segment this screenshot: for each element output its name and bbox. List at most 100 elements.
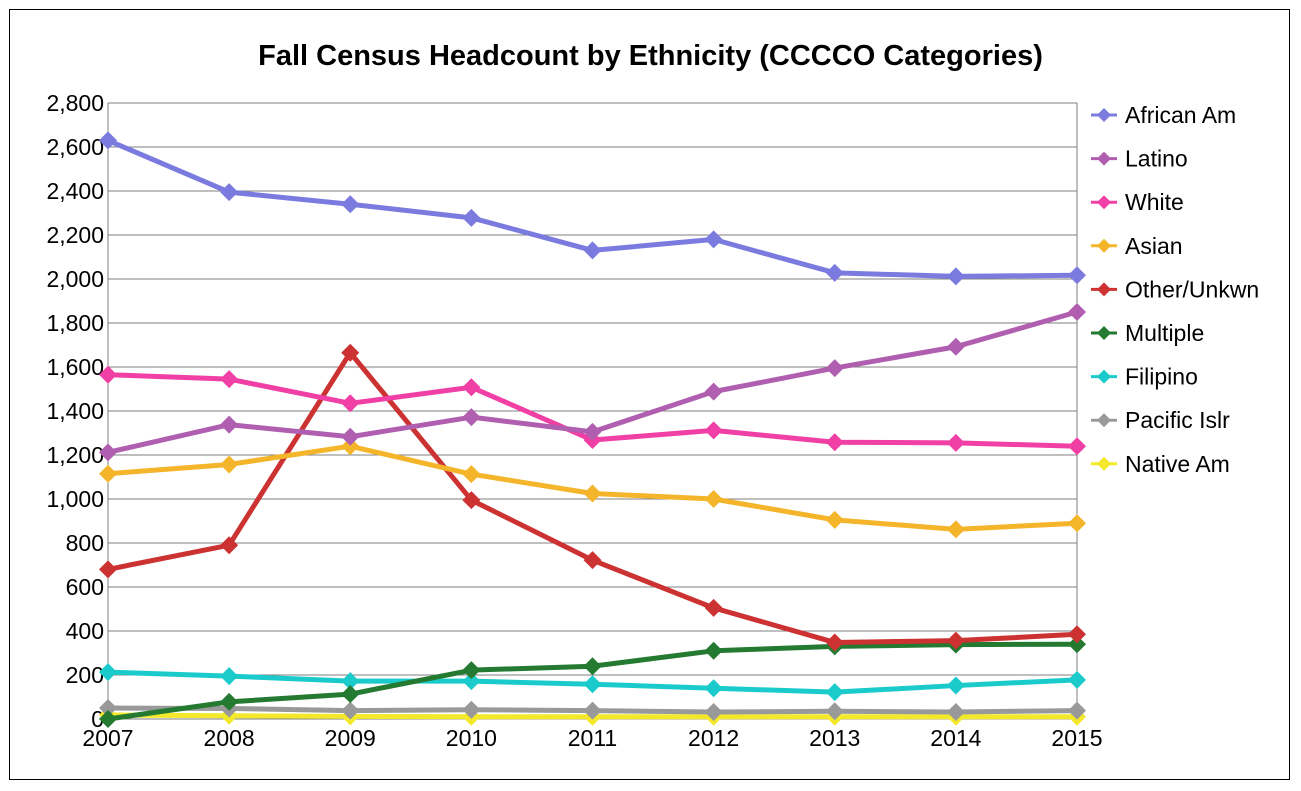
legend-label: Multiple xyxy=(1125,320,1204,346)
data-point xyxy=(220,667,239,686)
data-point xyxy=(220,455,239,474)
y-tick-label: 600 xyxy=(66,574,104,600)
legend-item: White xyxy=(1091,189,1184,215)
y-tick-label: 0 xyxy=(91,706,104,732)
y-tick-label: 200 xyxy=(66,662,104,688)
chart-title: Fall Census Headcount by Ethnicity (CCCC… xyxy=(258,40,1043,72)
y-tick-label: 2,800 xyxy=(46,90,104,116)
legend-marker xyxy=(1097,413,1111,428)
data-point xyxy=(341,195,360,214)
data-point xyxy=(341,427,360,446)
data-point xyxy=(99,131,117,150)
series-other-unkwn xyxy=(99,343,1086,652)
legend-marker xyxy=(1097,456,1111,471)
data-point xyxy=(462,465,481,484)
legend-item: Multiple xyxy=(1091,320,1204,346)
data-point xyxy=(946,676,965,695)
legend-label: Other/Unkwn xyxy=(1125,276,1259,302)
data-point xyxy=(220,536,239,555)
data-point xyxy=(704,230,723,249)
data-point xyxy=(99,443,117,462)
data-point xyxy=(99,710,117,728)
data-point xyxy=(825,433,844,452)
data-point xyxy=(341,701,360,720)
legend-label: White xyxy=(1125,189,1184,215)
data-point xyxy=(946,433,965,452)
series-latino xyxy=(99,303,1086,462)
data-point xyxy=(946,337,965,356)
data-point xyxy=(946,520,965,539)
data-point xyxy=(825,510,844,529)
data-point xyxy=(825,683,844,702)
data-point xyxy=(1068,514,1086,533)
y-tick-label: 2,400 xyxy=(46,178,104,204)
x-tick-label: 2014 xyxy=(930,725,981,751)
data-point xyxy=(704,702,723,721)
legend-item: Pacific Islr xyxy=(1091,407,1230,433)
x-tick-label: 2009 xyxy=(325,725,376,751)
x-tick-label: 2010 xyxy=(446,725,497,751)
data-point xyxy=(1068,635,1086,654)
data-point xyxy=(99,365,117,384)
y-tick-label: 1,200 xyxy=(46,442,104,468)
data-point xyxy=(704,641,723,660)
data-point xyxy=(462,491,481,510)
series-african-am xyxy=(99,131,1086,286)
data-point xyxy=(462,700,481,719)
y-tick-label: 1,000 xyxy=(46,486,104,512)
data-point xyxy=(583,422,602,441)
series-white xyxy=(99,365,1086,456)
data-point xyxy=(583,657,602,676)
legend-marker xyxy=(1097,238,1111,253)
y-tick-label: 1,600 xyxy=(46,354,104,380)
legend-item: African Am xyxy=(1091,102,1236,128)
legend-item: Other/Unkwn xyxy=(1091,276,1259,302)
data-point xyxy=(220,370,239,389)
data-point xyxy=(99,663,117,682)
data-point xyxy=(99,699,117,717)
x-tick-label: 2007 xyxy=(82,725,133,751)
data-point xyxy=(462,378,481,397)
y-tick-label: 1,800 xyxy=(46,310,104,336)
legend-label: Filipino xyxy=(1125,364,1198,390)
legend-item: Latino xyxy=(1091,146,1188,172)
legend: African Am Latino White Asian Other/Unkwn Mul… xyxy=(1091,102,1259,477)
y-tick-label: 2,000 xyxy=(46,266,104,292)
data-point xyxy=(583,675,602,694)
legend-marker xyxy=(1097,369,1111,384)
data-point xyxy=(99,560,117,579)
data-point xyxy=(220,415,239,434)
legend-label: Latino xyxy=(1125,146,1188,172)
y-tick-label: 2,600 xyxy=(46,134,104,160)
legend-label: Pacific Islr xyxy=(1125,407,1230,433)
data-point xyxy=(946,267,965,286)
data-point xyxy=(704,598,723,617)
series-filipino xyxy=(99,663,1086,702)
series-asian xyxy=(99,437,1086,539)
data-point xyxy=(341,685,360,704)
x-tick-label: 2008 xyxy=(204,725,255,751)
data-point xyxy=(1068,266,1086,285)
data-point xyxy=(946,631,965,650)
data-point xyxy=(704,679,723,698)
y-tick-label: 800 xyxy=(66,530,104,556)
legend-item: Filipino xyxy=(1091,364,1198,390)
data-point xyxy=(704,421,723,440)
x-tick-label: 2015 xyxy=(1051,725,1102,751)
data-point xyxy=(1068,625,1086,644)
data-point xyxy=(1068,670,1086,689)
data-point xyxy=(825,633,844,652)
data-point xyxy=(825,359,844,378)
data-point xyxy=(341,394,360,413)
data-point xyxy=(462,408,481,427)
x-tick-label: 2013 xyxy=(809,725,860,751)
data-point xyxy=(341,672,360,691)
data-point xyxy=(825,263,844,282)
x-tick-label: 2011 xyxy=(568,725,617,751)
data-point xyxy=(1068,437,1086,456)
data-point xyxy=(220,183,239,202)
axes: 0 200 400 600 800 1,000 1,200 1,400 1,600 1,800 2,… xyxy=(46,90,1102,751)
y-tick-label: 400 xyxy=(66,618,104,644)
data-point xyxy=(583,701,602,720)
